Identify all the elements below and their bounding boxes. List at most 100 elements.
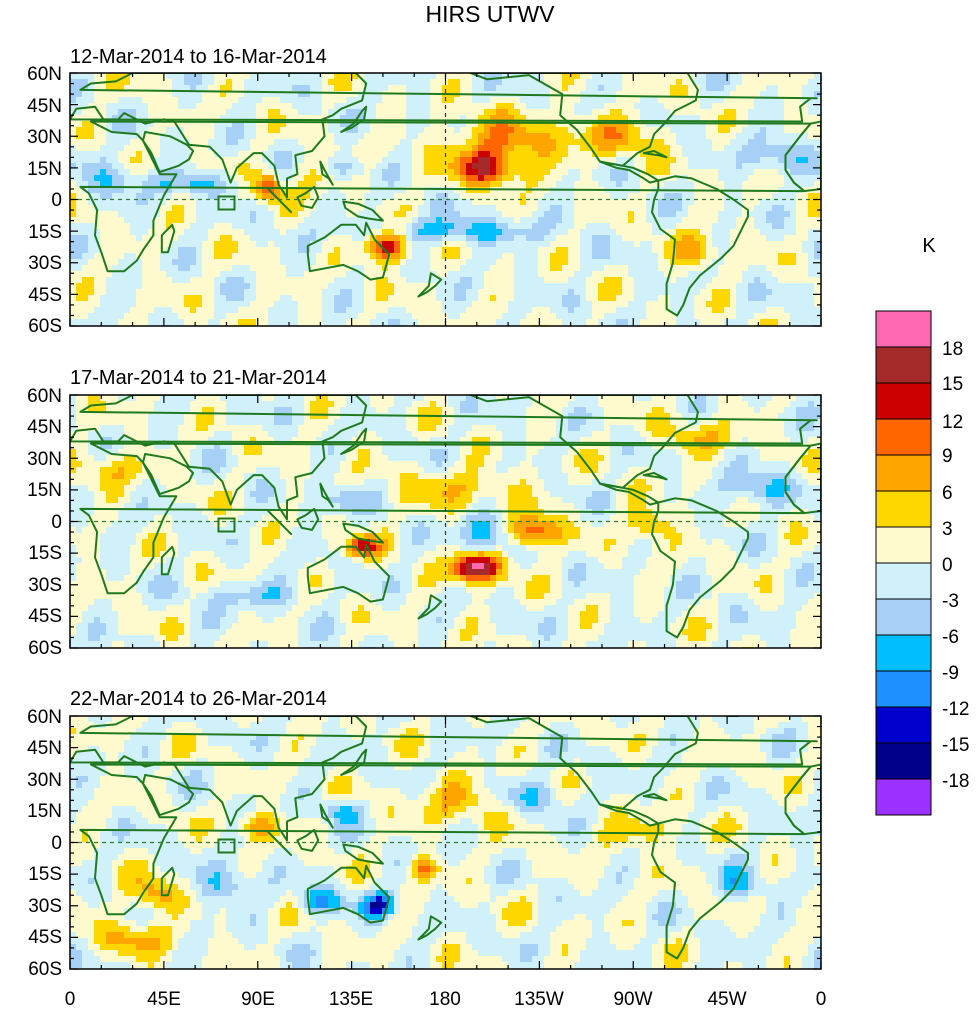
- field-cell: [388, 85, 395, 92]
- field-cell: [220, 253, 227, 260]
- field-cell: [580, 151, 587, 158]
- field-cell: [460, 181, 467, 188]
- field-cell: [814, 157, 821, 164]
- field-cell: [466, 151, 473, 158]
- field-cell: [694, 139, 701, 146]
- field-cell: [784, 259, 791, 266]
- field-cell: [466, 295, 473, 302]
- field-cell: [628, 223, 635, 230]
- field-cell: [646, 163, 653, 170]
- field-cell: [532, 211, 539, 218]
- field-cell: [94, 265, 101, 272]
- field-cell: [784, 127, 791, 134]
- field-cell: [310, 265, 317, 272]
- field-cell: [670, 127, 677, 134]
- field-cell: [298, 301, 305, 308]
- field-cell: [124, 163, 131, 170]
- field-cell: [274, 205, 281, 212]
- field-cell: [310, 211, 317, 218]
- field-cell: [466, 307, 473, 314]
- field-cell: [190, 277, 197, 284]
- field-cell: [592, 121, 599, 128]
- field-cell: [442, 115, 449, 122]
- field-cell: [196, 295, 203, 302]
- field-cell: [196, 247, 203, 254]
- field-cell: [454, 193, 461, 200]
- field-cell: [328, 127, 335, 134]
- field-cell: [670, 169, 677, 176]
- field-cell: [166, 223, 173, 230]
- field-cell: [640, 73, 647, 80]
- field-cell: [418, 283, 425, 290]
- field-cell: [286, 295, 293, 302]
- field-cell: [142, 199, 149, 206]
- field-cell: [454, 205, 461, 212]
- field-cell: [514, 217, 521, 224]
- field-cell: [322, 283, 329, 290]
- field-cell: [736, 259, 743, 266]
- field-cell: [562, 139, 569, 146]
- field-cell: [412, 169, 419, 176]
- field-cell: [766, 139, 773, 146]
- field-cell: [106, 139, 113, 146]
- field-cell: [784, 85, 791, 92]
- field-cell: [586, 157, 593, 164]
- field-cell: [100, 157, 107, 164]
- field-cell: [292, 193, 299, 200]
- field-cell: [484, 271, 491, 278]
- field-cell: [172, 301, 179, 308]
- field-cell: [190, 139, 197, 146]
- field-cell: [736, 247, 743, 254]
- field-cell: [460, 175, 467, 182]
- field-cell: [424, 247, 431, 254]
- field-cell: [352, 235, 359, 242]
- field-cell: [622, 301, 629, 308]
- field-cell: [424, 151, 431, 158]
- field-cell: [490, 283, 497, 290]
- field-cell: [172, 199, 179, 206]
- field-cell: [484, 301, 491, 308]
- field-cell: [712, 301, 719, 308]
- field-cell: [616, 247, 623, 254]
- field-cell: [148, 145, 155, 152]
- field-cell: [766, 223, 773, 230]
- field-cell: [754, 73, 761, 80]
- field-cell: [298, 91, 305, 98]
- field-cell: [808, 79, 815, 86]
- field-cell: [514, 145, 521, 152]
- field-cell: [94, 169, 101, 176]
- field-cell: [586, 97, 593, 104]
- field-cell: [160, 295, 167, 302]
- field-cell: [502, 199, 509, 206]
- field-cell: [292, 133, 299, 140]
- field-cell: [550, 205, 557, 212]
- field-cell: [688, 271, 695, 278]
- field-cell: [184, 79, 191, 86]
- field-cell: [412, 223, 419, 230]
- field-cell: [214, 85, 221, 92]
- field-cell: [430, 235, 437, 242]
- field-cell: [352, 307, 359, 314]
- field-cell: [508, 199, 515, 206]
- field-cell: [124, 145, 131, 152]
- field-cell: [724, 241, 731, 248]
- field-cell: [694, 157, 701, 164]
- field-cell: [226, 157, 233, 164]
- field-cell: [586, 217, 593, 224]
- field-cell: [706, 181, 713, 188]
- field-cell: [340, 73, 347, 80]
- field-cell: [814, 103, 821, 110]
- field-cell: [82, 235, 89, 242]
- field-cell: [718, 235, 725, 242]
- field-cell: [598, 205, 605, 212]
- field-cell: [634, 127, 641, 134]
- field-cell: [592, 271, 599, 278]
- field-cell: [496, 199, 503, 206]
- field-cell: [256, 235, 263, 242]
- field-cell: [466, 127, 473, 134]
- field-cell: [340, 85, 347, 92]
- field-cell: [418, 133, 425, 140]
- field-cell: [562, 79, 569, 86]
- field-cell: [712, 151, 719, 158]
- field-cell: [520, 193, 527, 200]
